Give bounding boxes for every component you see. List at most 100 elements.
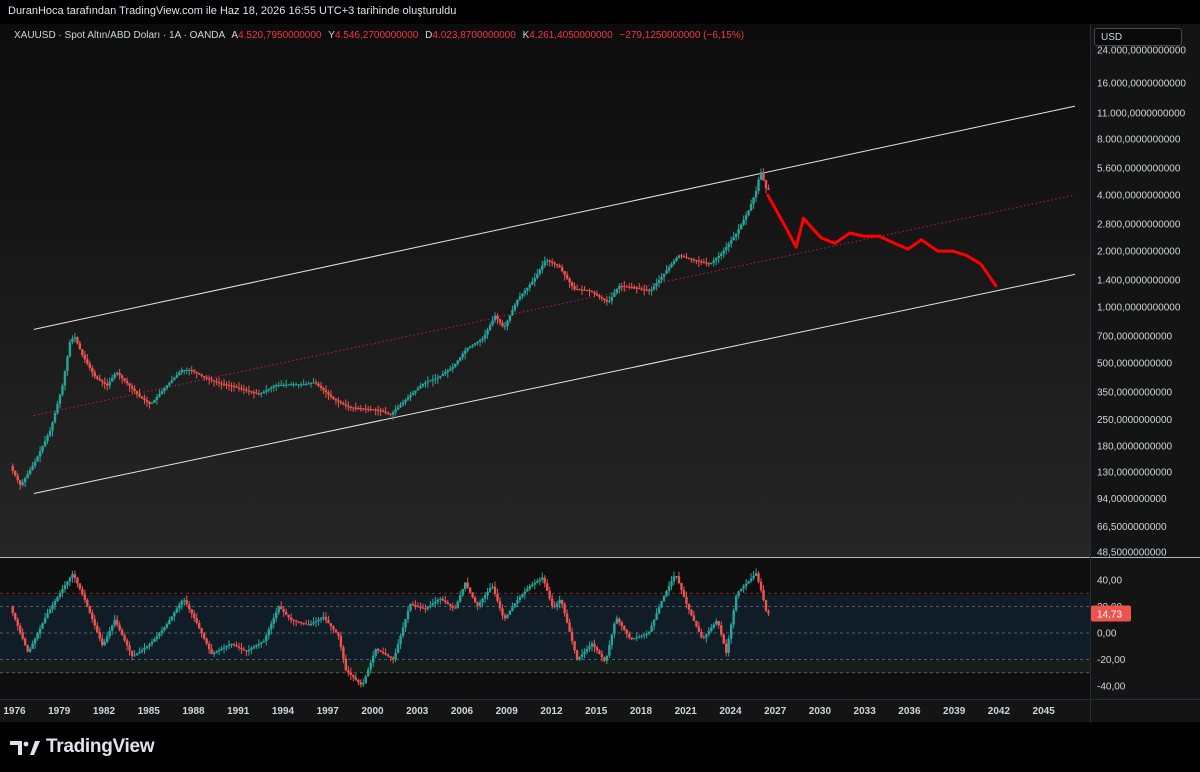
oscillator-body: [570, 631, 574, 642]
candle-body: [670, 264, 673, 268]
currency-button[interactable]: USD: [1094, 28, 1182, 46]
oscillator-body: [471, 592, 474, 598]
chart-canvas[interactable]: 24.000,0000000000 16.000,0000000000 11.000…: [0, 24, 1200, 722]
oscillator-body: [697, 626, 701, 632]
channel-lower-line[interactable]: [33, 273, 1076, 494]
candle-body: [130, 385, 134, 389]
time-tick-label: 2000: [361, 706, 384, 717]
candle-body: [357, 407, 360, 409]
oscillator-body: [284, 612, 288, 615]
oscillator-body: [237, 646, 241, 648]
oscillator-body: [11, 606, 14, 613]
candle-body: [491, 320, 494, 326]
candle-body: [71, 338, 74, 342]
tradingview-logo[interactable]: TradingView: [10, 736, 155, 758]
candle-body: [680, 255, 683, 257]
oscillator-body: [38, 628, 42, 634]
candle-body: [232, 386, 236, 388]
candle-body: [446, 370, 449, 373]
oscillator-body: [620, 622, 624, 627]
candle-body: [391, 412, 395, 415]
candle-body: [712, 260, 715, 263]
candle-body: [715, 258, 718, 261]
candle-body: [260, 393, 263, 395]
candle-body: [205, 377, 208, 379]
candle-body: [372, 409, 375, 411]
oscillator-body: [394, 652, 397, 660]
candle-body: [468, 346, 472, 348]
candle-body: [135, 391, 139, 394]
candle-body: [732, 237, 735, 241]
oscillator-body: [294, 620, 298, 622]
channel-upper-line[interactable]: [33, 105, 1076, 330]
candle-body: [511, 310, 514, 316]
oscillator-body: [88, 606, 92, 613]
oscillator-body: [652, 619, 656, 626]
oscillator-body: [372, 655, 375, 663]
candle-body: [625, 286, 628, 288]
candle-body: [451, 366, 454, 369]
oscillator-body: [476, 602, 479, 606]
oscillator-body: [304, 623, 308, 625]
oscillator-body: [670, 581, 673, 587]
candle-body: [739, 224, 743, 230]
projection-path[interactable]: [766, 193, 998, 288]
symbol-legend[interactable]: XAUUSD · Spot Altın/ABD Doları · 1A · OA…: [14, 30, 744, 41]
candle-body: [444, 372, 447, 375]
candle-body: [91, 367, 94, 373]
candle-body: [58, 394, 62, 404]
candle-body: [381, 410, 385, 412]
time-tick-label: 2036: [898, 706, 921, 717]
candle-body: [662, 273, 666, 277]
oscillator-body: [101, 638, 104, 645]
candle-body: [280, 384, 283, 386]
oscillator-body: [163, 627, 166, 631]
candle-body: [200, 374, 203, 376]
oscillator-body: [590, 643, 594, 647]
time-tick-label: 2024: [719, 706, 742, 717]
candle-body: [461, 353, 464, 358]
oscillator-body: [267, 629, 270, 636]
oscillator-body: [424, 608, 427, 610]
candle-body: [483, 334, 487, 339]
candle-body: [309, 382, 313, 384]
channel-median-line[interactable]: [33, 194, 1076, 417]
candle-body: [272, 385, 275, 388]
price-tick-label: 180,0000000000: [1097, 441, 1173, 452]
candle-body: [667, 267, 671, 271]
oscillator-body: [720, 625, 723, 635]
candle-body: [764, 180, 768, 189]
oscillator-body: [81, 588, 84, 595]
candle-body: [299, 384, 303, 386]
oscillator-body: [307, 624, 310, 626]
candle-body: [120, 375, 124, 379]
candle-body: [66, 356, 69, 371]
candle-body: [175, 375, 179, 378]
candle-body: [210, 379, 213, 381]
price-tick-label: 1.000,0000000000: [1097, 303, 1181, 314]
candle-body: [235, 386, 238, 388]
oscillator-body: [717, 621, 720, 626]
symbol-title[interactable]: XAUUSD · Spot Altın/ABD Doları · 1A · OA…: [14, 30, 225, 41]
candle-body: [466, 347, 469, 351]
candle-body: [282, 384, 285, 386]
candle-body: [635, 287, 638, 289]
candle-body: [478, 340, 482, 342]
oscillator-body: [767, 611, 770, 614]
candle-body: [449, 368, 452, 371]
candle-body: [28, 469, 32, 475]
oscillator-body: [665, 591, 668, 596]
candle-body: [682, 256, 686, 258]
oscillator-body: [618, 618, 621, 623]
candle-body: [337, 400, 340, 402]
chart-area[interactable]: 24.000,0000000000 16.000,0000000000 11.000…: [0, 24, 1200, 722]
oscillator-body: [23, 638, 27, 646]
oscillator-body: [14, 612, 17, 620]
candle-body: [31, 465, 34, 470]
candle-body: [53, 413, 57, 423]
candle-body: [86, 359, 89, 364]
oscillator-body: [431, 603, 435, 606]
candle-body: [481, 338, 484, 341]
oscillator-body: [225, 646, 228, 648]
oscillator-body: [381, 651, 385, 654]
